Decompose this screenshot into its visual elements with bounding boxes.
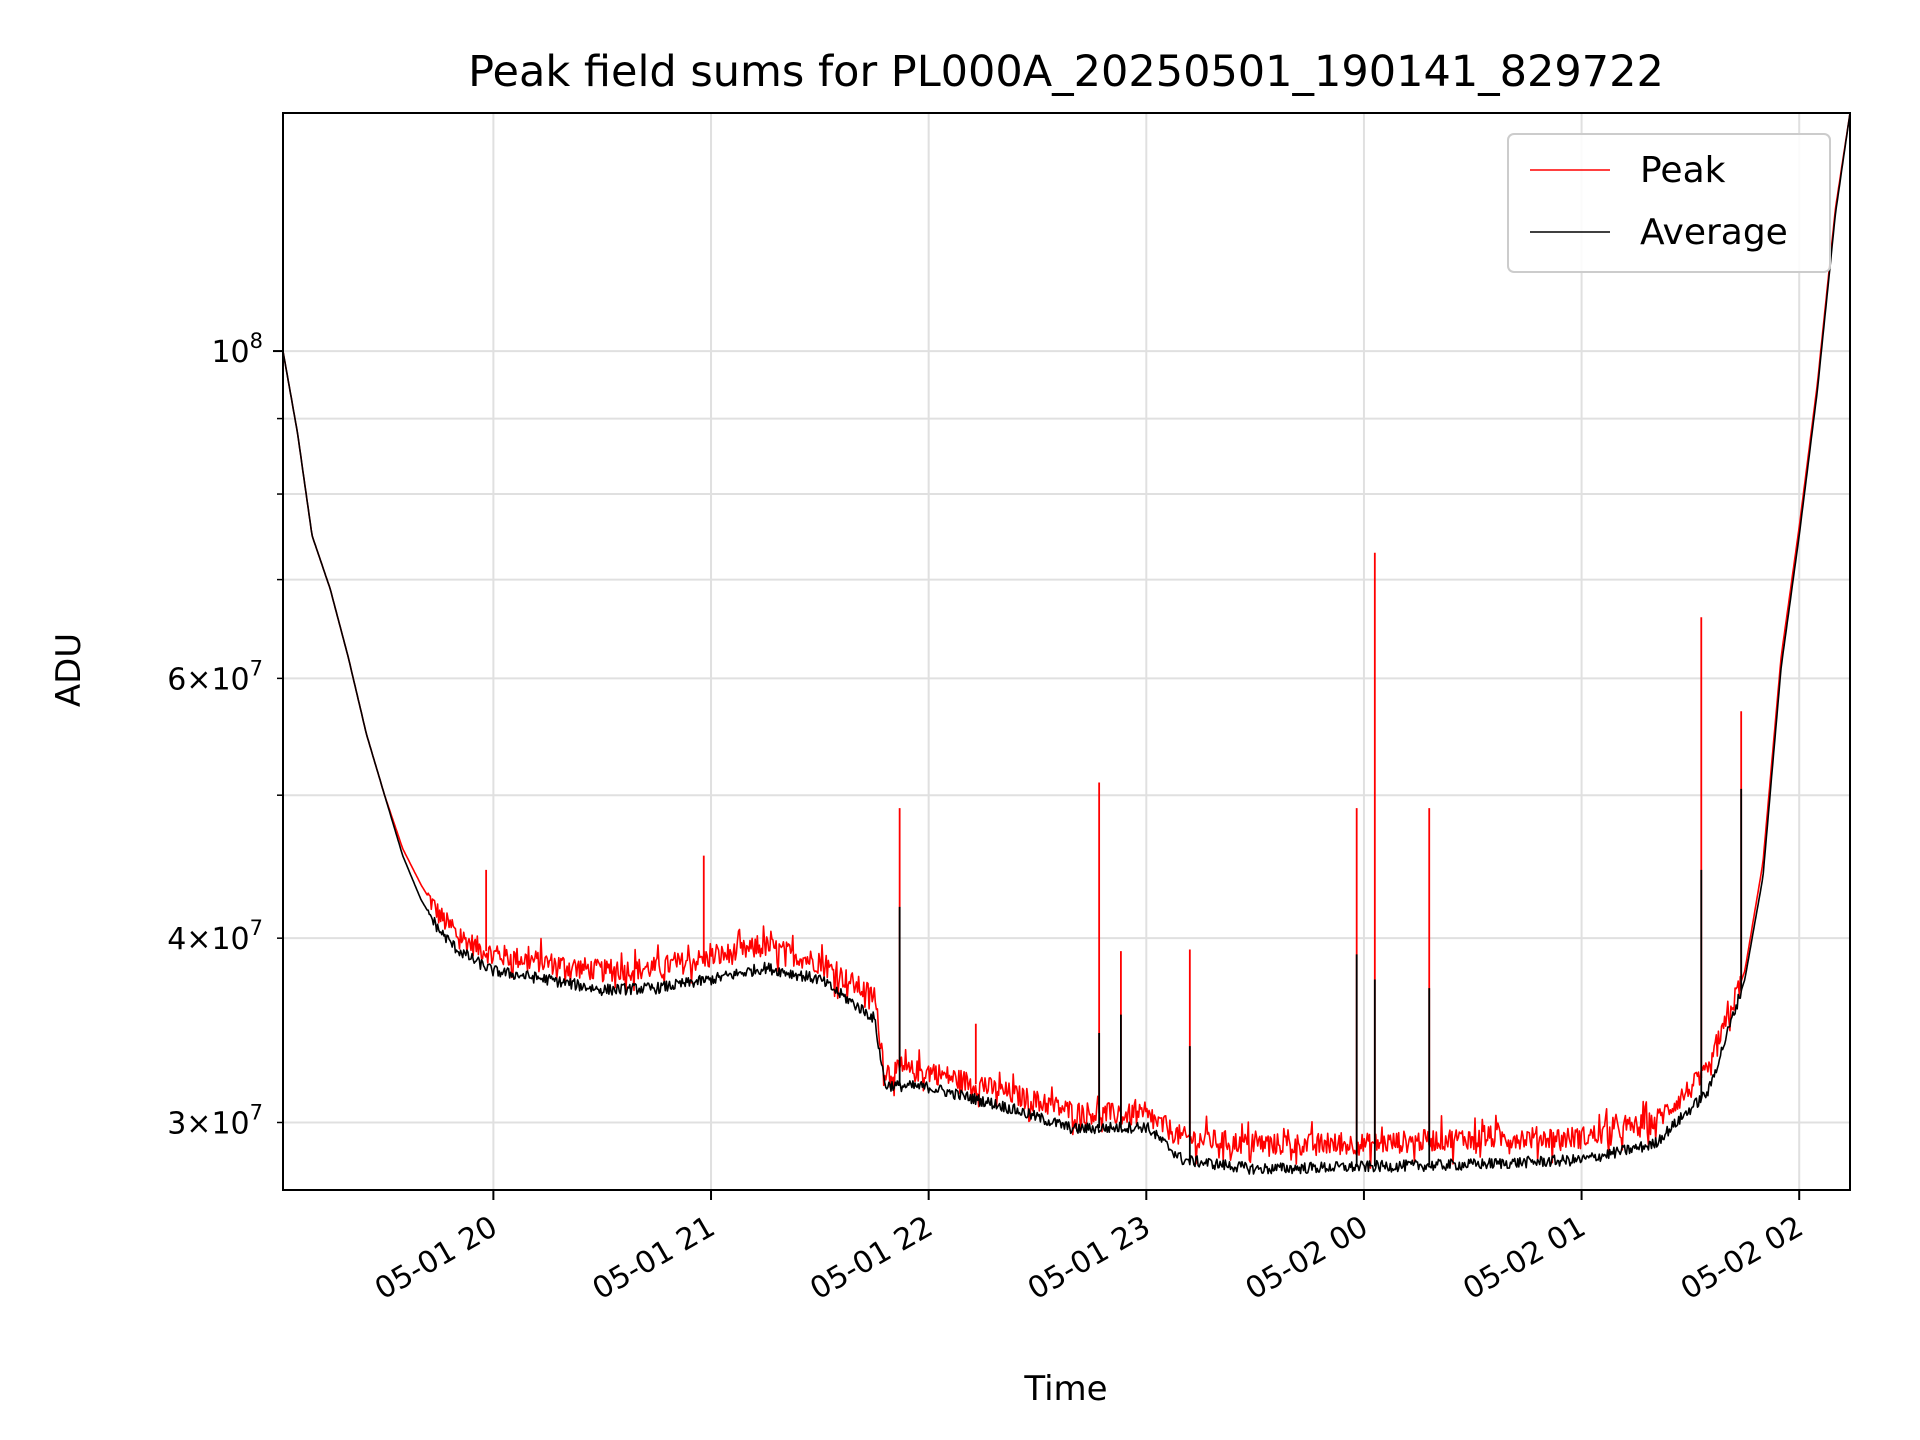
series-line-peak (282, 112, 1851, 1169)
plot-frame (282, 112, 1851, 1191)
chart-title: Peak field sums for PL000A_20250501_1901… (468, 47, 1664, 97)
y-tick-label: 6×107 (167, 656, 263, 697)
grid (283, 113, 1850, 1190)
legend-label-peak: Peak (1640, 150, 1726, 191)
y-axis-ticks: 108 3×107 4×107 6×107 (167, 329, 283, 1141)
series-line-average (282, 112, 1851, 1175)
y-axis-label: ADU (49, 633, 89, 707)
x-axis-label: Time (1023, 1369, 1107, 1409)
y-tick-label: 4×107 (167, 916, 263, 957)
legend-box (1507, 133, 1831, 273)
legend: Peak Average (1507, 133, 1831, 273)
plot-series (282, 112, 1851, 1175)
y-tick-label: 3×107 (167, 1100, 263, 1141)
y-tick-label: 108 (211, 329, 263, 370)
legend-label-average: Average (1640, 212, 1788, 253)
